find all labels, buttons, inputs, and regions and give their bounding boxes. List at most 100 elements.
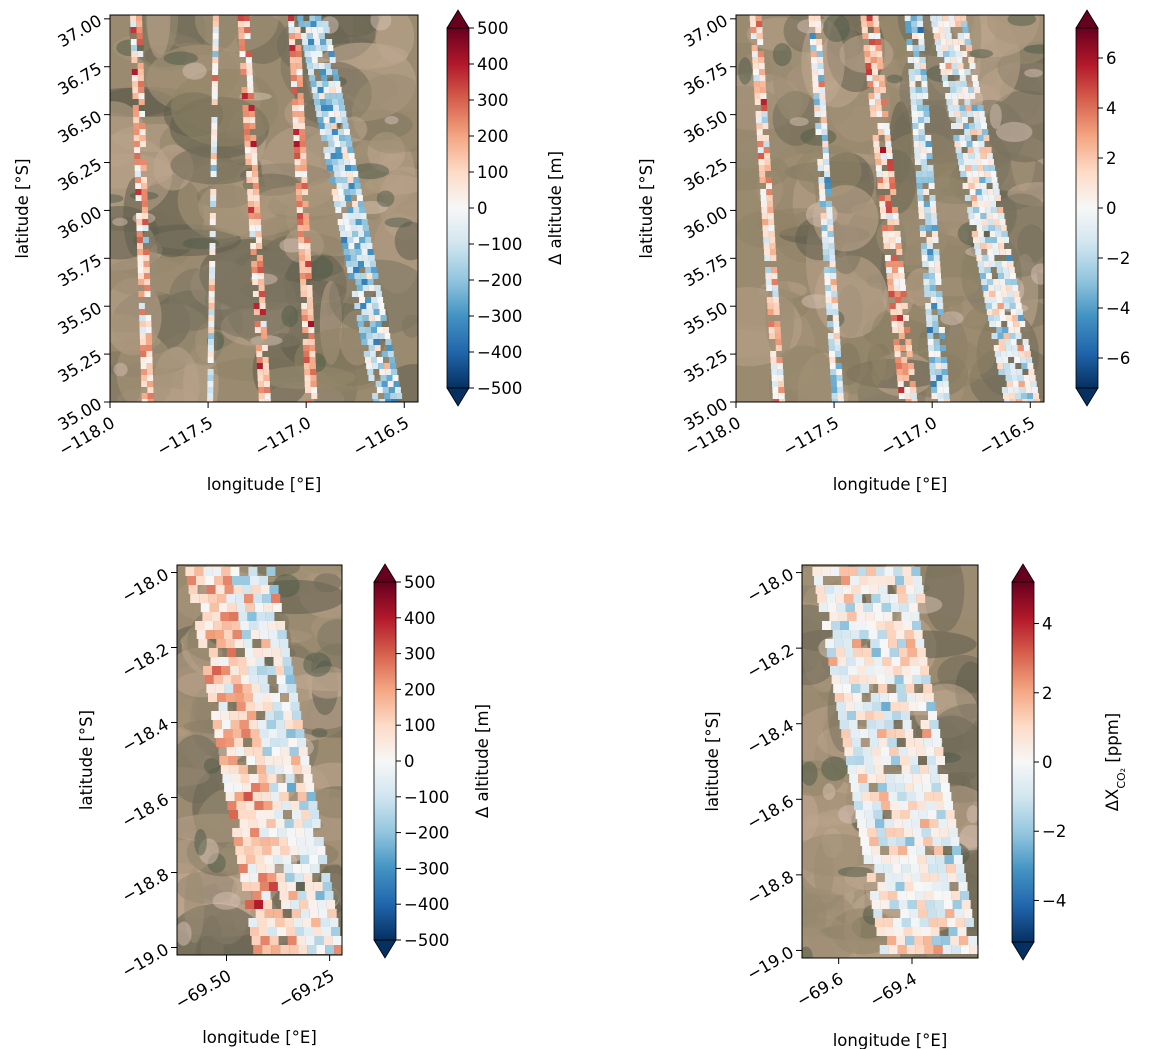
heatmap-cell — [1000, 225, 1007, 231]
heatmap-cell — [928, 765, 938, 774]
heatmap-cell — [136, 225, 143, 231]
heatmap-cell — [137, 261, 144, 267]
heatmap-cell — [898, 594, 908, 603]
heatmap-cell — [982, 129, 989, 135]
heatmap-cell — [231, 675, 241, 684]
heatmap-cell — [333, 165, 339, 171]
heatmap-cell — [379, 399, 386, 402]
heatmap-cell — [226, 693, 235, 702]
heatmap-cell — [902, 567, 912, 576]
heatmap-cell — [928, 918, 938, 927]
heatmap-cell — [296, 936, 306, 945]
heatmap-cell — [923, 837, 933, 846]
heatmap-cell — [880, 900, 890, 909]
y-tick-label: 36.75 — [55, 59, 105, 99]
heatmap-cell — [342, 243, 349, 249]
heatmap-cell — [875, 99, 882, 105]
terrain-spot — [823, 15, 850, 43]
heatmap-cell — [867, 675, 877, 684]
heatmap-cell — [326, 39, 333, 45]
heatmap-cell — [143, 261, 150, 267]
x-tick-label: −69.4 — [867, 969, 920, 1011]
heatmap-cell — [246, 756, 256, 765]
heatmap-cell — [912, 828, 922, 837]
heatmap-cell — [769, 333, 776, 339]
heatmap-cell — [393, 381, 400, 387]
heatmap-cell — [759, 177, 766, 183]
heatmap-cell — [874, 93, 881, 99]
heatmap-cell — [958, 159, 964, 165]
heatmap-cell — [930, 381, 937, 387]
terrain-spot — [250, 335, 283, 346]
heatmap-cell — [893, 666, 902, 675]
heatmap-cell — [871, 594, 881, 603]
heatmap-cell — [765, 279, 772, 285]
heatmap-cell — [873, 756, 882, 765]
colorbar-tick-label: 0 — [404, 752, 415, 771]
heatmap-cell — [944, 57, 951, 63]
heatmap-cell — [145, 327, 152, 333]
heatmap-cell — [930, 297, 937, 303]
heatmap-cell — [1012, 351, 1019, 357]
heatmap-cell — [762, 225, 769, 231]
heatmap-cell — [921, 774, 931, 783]
heatmap-cell — [907, 363, 914, 369]
heatmap-cell — [139, 129, 146, 135]
heatmap-cell — [335, 147, 342, 153]
heatmap-cell — [903, 315, 909, 321]
y-tick-label: −18.4 — [744, 716, 797, 758]
terrain-patch — [959, 306, 999, 375]
heatmap-cell — [331, 159, 338, 165]
heatmap-cell — [956, 57, 963, 63]
heatmap-cell — [227, 603, 237, 612]
heatmap-cell — [906, 945, 916, 954]
heatmap-cell — [766, 297, 773, 303]
heatmap-cell — [251, 585, 261, 594]
heatmap-cell — [921, 927, 931, 936]
heatmap-cell — [842, 585, 852, 594]
heatmap-cell — [905, 837, 915, 846]
heatmap-cell — [932, 327, 939, 333]
heatmap-cell — [139, 315, 146, 321]
heatmap-cell — [359, 237, 366, 243]
heatmap-cell — [136, 33, 143, 39]
heatmap-cell — [372, 303, 379, 309]
colorbar-extend-bottom — [1011, 941, 1035, 961]
heatmap-cell — [258, 873, 268, 882]
heatmap-cell — [236, 603, 246, 612]
heatmap-cell — [876, 111, 883, 117]
heatmap-cell — [298, 21, 305, 27]
heatmap-cell — [211, 612, 221, 621]
colorbar-tick-label: −100 — [477, 235, 522, 254]
heatmap-cell — [939, 828, 949, 837]
heatmap-cell — [825, 189, 832, 195]
heatmap-cell — [367, 309, 374, 315]
heatmap-cell — [305, 27, 312, 33]
heatmap-cell — [988, 285, 995, 291]
heatmap-cell — [904, 15, 911, 21]
heatmap-cell — [930, 213, 937, 219]
heatmap-cell — [978, 267, 985, 273]
heatmap-cell — [146, 351, 153, 357]
heatmap-cell — [859, 783, 869, 792]
heatmap-cell — [890, 189, 897, 195]
heatmap-cell — [959, 165, 966, 171]
heatmap-cell — [336, 153, 343, 159]
heatmap-cell — [231, 621, 241, 630]
heatmap-cell — [995, 321, 1002, 327]
heatmap-cells — [812, 567, 978, 954]
heatmap-cell — [268, 729, 278, 738]
heatmap-cell — [974, 87, 981, 93]
heatmap-cell — [826, 207, 833, 213]
y-tick-label: −18.2 — [744, 640, 797, 682]
heatmap-cell — [930, 15, 937, 21]
heatmap-cell — [982, 159, 988, 165]
heatmap-cell — [951, 891, 961, 900]
heatmap-cell — [299, 123, 305, 129]
heatmap-cell — [209, 243, 216, 249]
heatmap-cell — [304, 51, 311, 57]
heatmap-cell — [303, 345, 310, 351]
heatmap-cell — [365, 297, 372, 303]
terrain-spot — [801, 294, 832, 309]
